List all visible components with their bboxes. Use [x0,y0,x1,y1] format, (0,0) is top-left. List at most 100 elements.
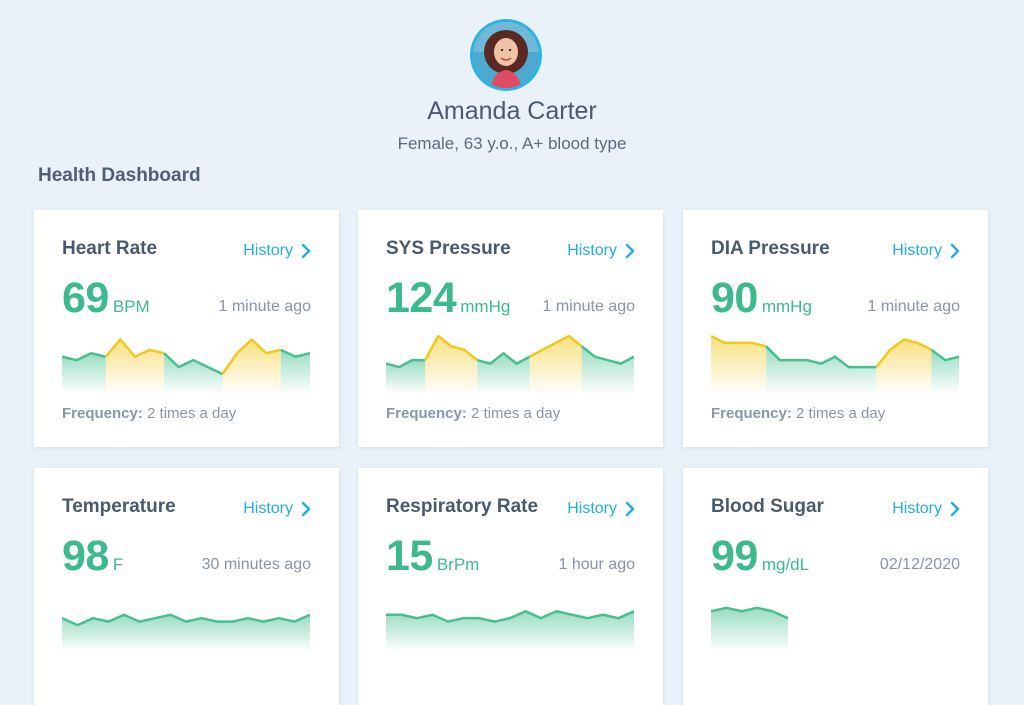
sparkline-line [930,348,959,362]
reading-value: 99 [711,532,758,580]
sparkline-chart [711,606,789,650]
sparkline-line [581,345,634,365]
reading-time: 30 minutes ago [201,556,311,573]
reading-value: 98 [62,532,109,580]
reading-unit: F [112,555,124,574]
sparkline-area [280,349,310,392]
frequency: Frequency: 2 times a day [62,405,236,422]
sparkline-line [386,358,426,369]
sparkline-area [164,353,223,392]
sparkline-area [105,339,165,392]
patient-details: Female, 63 y.o., A+ blood type [397,134,627,153]
history-link[interactable]: History [243,500,311,518]
sparkline-line [386,610,634,623]
history-link[interactable]: History [892,500,960,518]
metric-card-heart-rate: Heart Rate History 69 BPM 1 minute ago F… [34,210,339,447]
sparkline-chart [711,334,959,392]
frequency-label: Frequency: [62,405,143,422]
chevron-right-icon [625,243,635,259]
reading-time: 1 hour ago [558,556,635,573]
sparkline-line [104,338,165,358]
reading: 69 BPM [62,274,150,323]
sparkline-chart [62,338,310,392]
card-title: SYS Pressure [386,238,511,259]
sparkline-chart [386,610,634,650]
sparkline-line [711,606,789,620]
card-title: Temperature [62,496,176,517]
frequency-value: 2 times a day [471,405,561,422]
sparkline-line [477,352,531,365]
reading-time: 1 minute ago [218,298,311,315]
reading-value: 90 [711,274,758,322]
sparkline-line [875,338,933,368]
reading-unit: mg/dL [761,555,810,574]
sparkline-line [424,334,479,362]
history-label: History [892,242,942,259]
reading-unit: mmHg [460,297,511,316]
reading-value: 69 [62,274,109,322]
reading-time: 02/12/2020 [879,556,960,573]
reading: 98 F [62,532,123,581]
metric-card-respiratory-rate: Respiratory Rate History 15 BrPm 1 hour … [358,468,663,705]
avatar-photo [473,22,539,88]
sparkline-area [876,339,932,392]
reading-value: 15 [386,532,433,580]
history-link[interactable]: History [243,242,311,260]
chevron-right-icon [950,243,960,259]
history-label: History [892,500,942,517]
reading-unit: BrPm [436,555,480,574]
history-label: History [243,500,293,517]
card-title: DIA Pressure [711,238,830,259]
patient-name: Amanda Carter [427,97,597,125]
metric-card-blood-sugar: Blood Sugar History 99 mg/dL 02/12/2020 [683,468,988,705]
sparkline-area [222,339,281,392]
frequency-label: Frequency: [386,405,467,422]
sparkline-line [765,345,877,369]
reading-time: 1 minute ago [867,298,960,315]
chevron-right-icon [301,501,311,517]
sparkline-line [221,338,282,375]
metric-card-temperature: Temperature History 98 F 30 minutes ago [34,468,339,705]
reading: 99 mg/dL [711,532,809,581]
sparkline-line [280,348,310,358]
sparkline-area [529,336,582,392]
reading: 15 BrPm [386,532,479,581]
avatar[interactable] [470,19,542,91]
frequency-label: Frequency: [711,405,792,422]
reading-value: 124 [386,274,457,322]
frequency: Frequency: 2 times a day [711,405,885,422]
sparkline-area [477,353,530,392]
card-title: Heart Rate [62,238,158,259]
sparkline-area [711,336,767,392]
sparkline-area [386,360,426,392]
sparkline-area [62,353,106,392]
sparkline-line [528,334,583,358]
reading: 90 mmHg [711,274,812,323]
sparkline-line [62,613,310,627]
sparkline-area [766,346,877,392]
sparkline-chart [386,334,634,392]
frequency: Frequency: 2 times a day [386,405,560,422]
history-label: History [567,500,617,517]
history-link[interactable]: History [567,500,635,518]
section-title: Health Dashboard [38,165,201,186]
reading-time: 1 minute ago [542,298,635,315]
history-link[interactable]: History [892,242,960,260]
metric-card-sys-pressure: SYS Pressure History 124 mmHg 1 minute a… [358,210,663,447]
sparkline-area [931,349,959,392]
card-title: Blood Sugar [711,496,824,517]
sparkline-line [163,352,224,376]
sparkline-line [711,334,767,348]
card-title: Respiratory Rate [386,496,539,517]
chevron-right-icon [950,501,960,517]
sparkline-chart [62,613,310,650]
history-label: History [567,242,617,259]
frequency-value: 2 times a day [796,405,886,422]
chevron-right-icon [625,501,635,517]
metric-card-dia-pressure: DIA Pressure History 90 mmHg 1 minute ag… [683,210,988,447]
reading-unit: mmHg [761,297,812,316]
sparkline-line [62,352,107,362]
frequency-value: 2 times a day [147,405,237,422]
reading-unit: BPM [112,297,150,316]
history-link[interactable]: History [567,242,635,260]
